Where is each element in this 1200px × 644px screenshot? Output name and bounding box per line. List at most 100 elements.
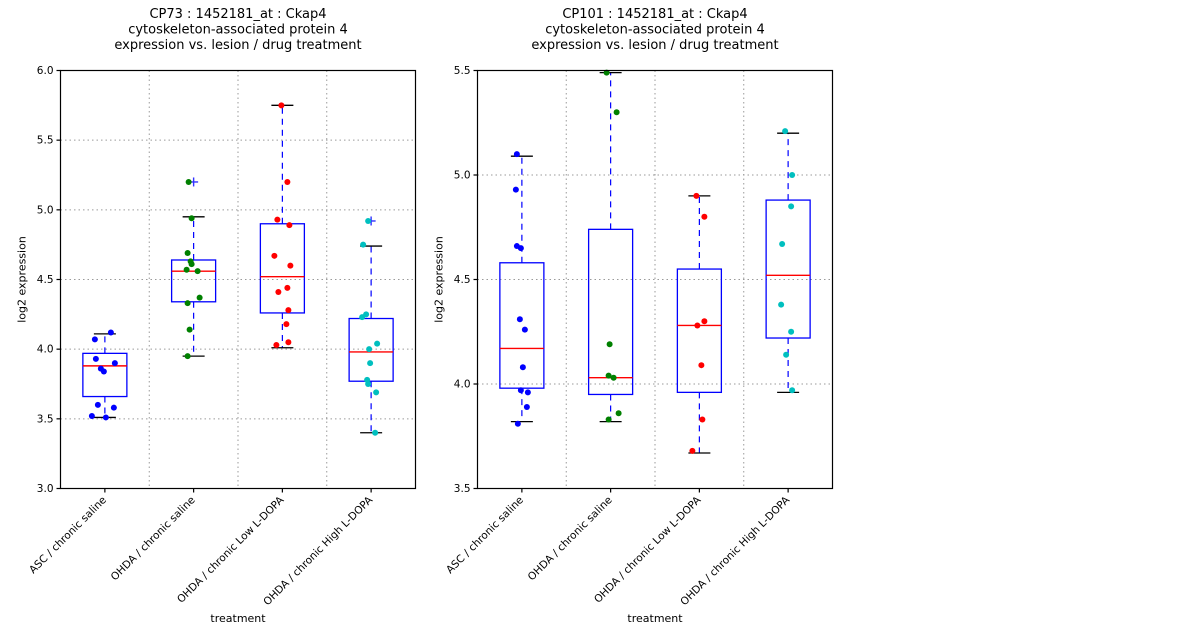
data-point [184, 250, 191, 257]
x-tick-label: OHDA / chronic Low L-DOPA [175, 494, 287, 606]
data-point [284, 284, 291, 291]
box [82, 352, 128, 398]
data-point [271, 252, 278, 259]
data-point [274, 216, 281, 223]
data-point [605, 416, 612, 423]
data-point [701, 318, 708, 325]
data-point [188, 261, 195, 268]
x-axis-label: treatment [627, 612, 683, 625]
data-point [359, 314, 366, 321]
data-point [778, 301, 785, 308]
y-tick-label: 3.5 [37, 413, 54, 425]
data-point [514, 420, 521, 427]
y-tick-label: 5.0 [454, 170, 471, 182]
data-point [273, 341, 280, 348]
data-point [365, 217, 372, 224]
box [765, 199, 811, 339]
data-point [287, 262, 294, 269]
data-point [512, 186, 519, 193]
x-tick-label: OHDA / chronic Low L-DOPA [592, 494, 704, 606]
data-point [517, 245, 524, 252]
data-point [521, 326, 528, 333]
data-point [275, 289, 282, 296]
data-point [606, 341, 613, 348]
y-tick-label: 4.0 [454, 379, 471, 391]
data-point [615, 410, 622, 417]
x-tick-label: OHDA / chronic saline [109, 494, 198, 583]
data-point [610, 374, 617, 381]
box [170, 259, 217, 303]
data-point [788, 203, 795, 210]
data-point [286, 222, 293, 229]
data-point [188, 215, 195, 222]
data-point [278, 102, 285, 109]
y-tick-label: 5.5 [454, 65, 471, 77]
y-tick-label: 3.0 [37, 483, 54, 495]
data-point [285, 339, 292, 346]
y-tick-label: 6.0 [37, 65, 54, 77]
data-point [513, 151, 520, 158]
data-point [699, 416, 706, 423]
chart-title-line: cytoskeleton-associated protein 4 [545, 23, 765, 38]
data-point [517, 387, 524, 394]
data-point [367, 360, 374, 367]
x-tick-label: OHDA / chronic High L-DOPA [261, 494, 376, 609]
data-point [701, 213, 708, 220]
y-axis-label: log2 expression [433, 236, 446, 323]
data-point [605, 372, 612, 379]
y-tick-label: 5.5 [37, 135, 54, 147]
data-point [779, 240, 786, 247]
data-point [284, 178, 291, 185]
data-point [613, 109, 620, 116]
data-point [88, 413, 95, 420]
box [348, 317, 394, 382]
data-point [519, 364, 526, 371]
data-point [91, 336, 98, 343]
data-point [698, 362, 705, 369]
box [676, 268, 723, 394]
data-point [689, 447, 696, 454]
data-point [373, 389, 380, 396]
data-point [183, 266, 190, 273]
box [587, 228, 634, 396]
y-tick-label: 4.5 [454, 274, 471, 286]
data-point [110, 404, 117, 411]
y-tick-label: 4.0 [37, 344, 54, 356]
y-tick-label: 5.0 [37, 204, 54, 216]
data-point [185, 178, 192, 185]
data-point [374, 340, 381, 347]
data-point [186, 326, 193, 333]
chart-title-line: cytoskeleton-associated protein 4 [128, 23, 348, 38]
x-axis-label: treatment [210, 612, 266, 625]
x-tick-label: OHDA / chronic saline [526, 494, 615, 583]
data-point [111, 360, 118, 367]
data-point [184, 300, 191, 307]
data-point [102, 414, 109, 421]
data-point [516, 316, 523, 323]
data-point [92, 355, 99, 362]
data-point [789, 387, 796, 394]
x-tick-label: ASC / chronic saline [27, 494, 109, 576]
data-point [782, 128, 789, 135]
chart-title-line: expression vs. lesion / drug treatment [114, 38, 361, 53]
data-point [100, 368, 107, 375]
data-point [783, 351, 790, 358]
data-point [789, 172, 796, 178]
data-point [184, 353, 191, 360]
data-point [360, 241, 367, 248]
data-point [285, 307, 292, 314]
data-point [524, 389, 531, 396]
data-point [194, 268, 201, 275]
data-point [283, 321, 290, 328]
box [259, 223, 306, 314]
data-point [365, 381, 372, 387]
data-point [372, 429, 379, 436]
data-point [366, 346, 373, 353]
data-point [694, 322, 701, 329]
data-point [788, 328, 795, 335]
data-point [107, 329, 114, 336]
data-point [94, 401, 101, 408]
x-tick-label: OHDA / chronic High L-DOPA [678, 494, 793, 609]
